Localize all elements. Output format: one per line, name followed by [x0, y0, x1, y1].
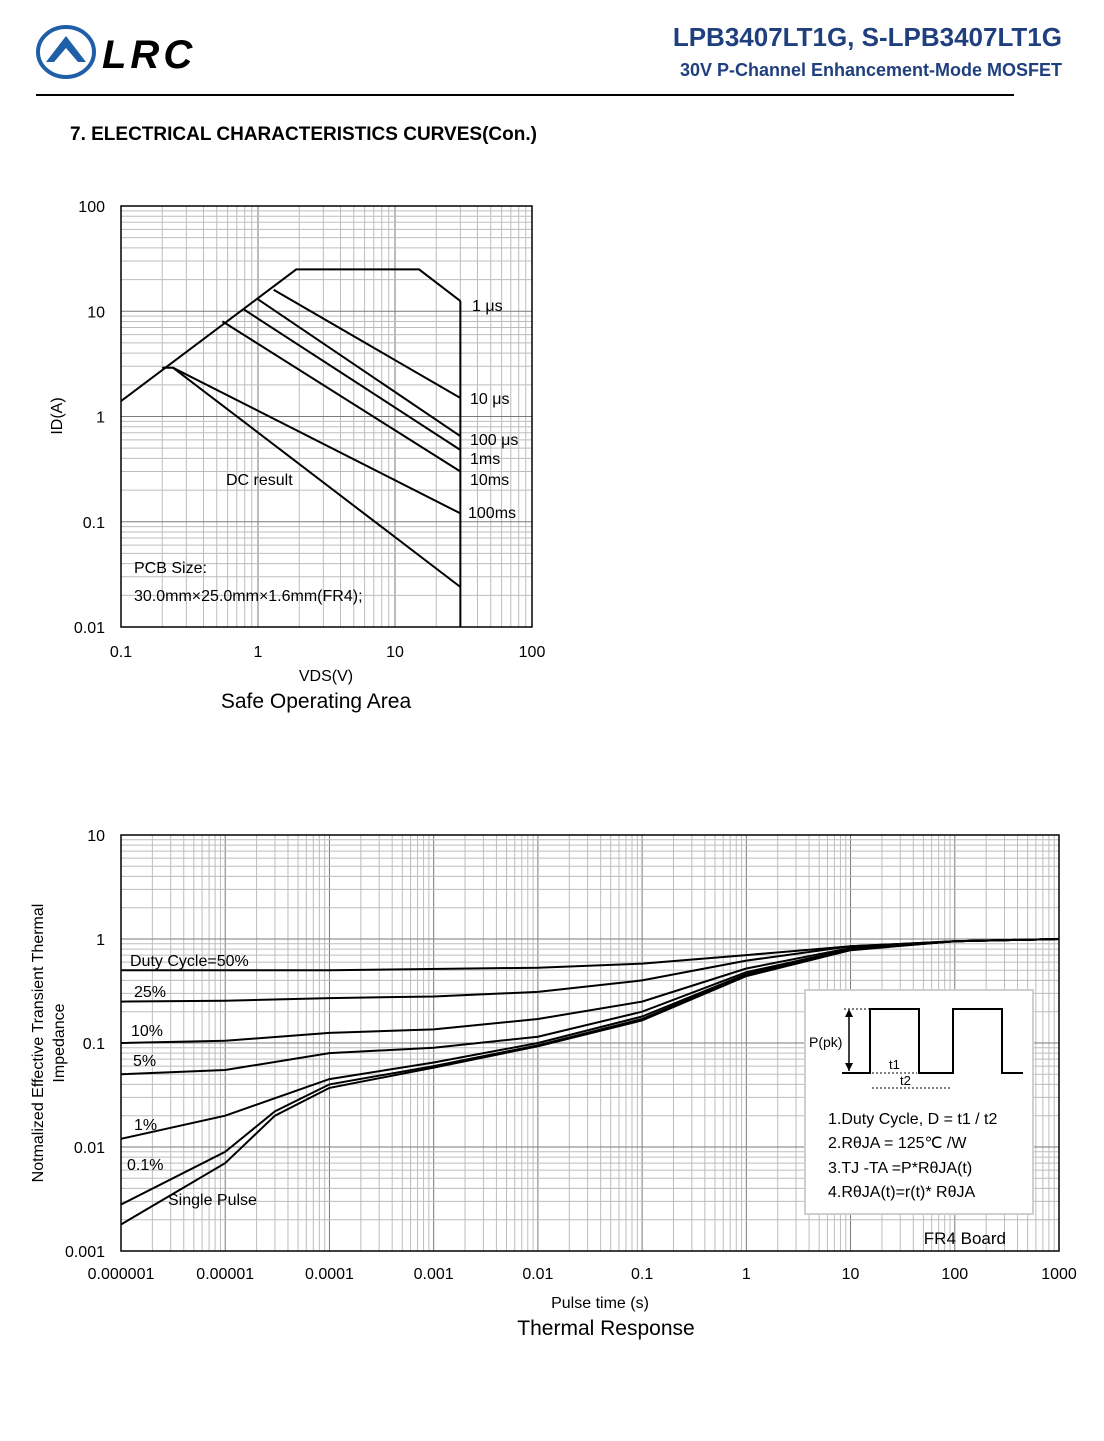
soa-series-label-5: 100ms: [468, 505, 516, 522]
pulse-waveform: [842, 1008, 1023, 1074]
legend-note-2: 2.RθJA = 125℃ /W: [828, 1135, 967, 1152]
soa-y-tick-label: 100: [78, 199, 105, 216]
fr4-board-label: FR4 Board: [924, 1229, 1006, 1248]
header-divider: [36, 94, 1014, 96]
soa-x-tick-label: 0.1: [110, 644, 132, 661]
soa-x-axis-label: VDS(V): [299, 668, 353, 685]
soa-series-label-3: 1ms: [470, 451, 500, 468]
thr-x-tick-label: 0.001: [414, 1266, 454, 1283]
thr-x-tick-label: 0.0001: [305, 1266, 354, 1283]
thr-series-line-6: [120, 938, 1060, 1226]
soa-series-line-3: [242, 308, 461, 451]
ppk-label: P(pk): [809, 1034, 842, 1050]
thr-x-tick-label: 100: [941, 1266, 968, 1283]
soa-x-tick-label: 100: [519, 644, 546, 661]
soa-series-line-2: [257, 298, 461, 438]
thr-chart-title: Thermal Response: [517, 1317, 694, 1340]
thr-y-axis-label-line2: Impedance: [51, 1003, 68, 1082]
legend-note-1: 1.Duty Cycle, D = t1 / t2: [828, 1111, 998, 1128]
soa-series-label-4: 10ms: [470, 472, 509, 489]
soa-series-label-2: 100 μs: [470, 432, 518, 449]
thr-series-label-0: Duty Cycle=50%: [130, 953, 249, 970]
legend-note-4: 4.RθJA(t)=r(t)* RθJA: [828, 1184, 975, 1201]
soa-series-line-6: [172, 367, 462, 588]
thr-x-tick-label: 0.000001: [88, 1266, 155, 1283]
soa-pcb-size-value: 30.0mm×25.0mm×1.6mm(FR4);: [134, 588, 363, 605]
thr-series-label-5: 0.1%: [127, 1157, 163, 1174]
soa-pcb-size-label: PCB Size:: [134, 560, 207, 577]
thr-x-tick-label: 10: [842, 1266, 860, 1283]
soa-dc-label: DC result: [226, 472, 293, 489]
soa-plot-frame: [120, 205, 533, 628]
soa-series-line-4: [221, 320, 461, 473]
thr-y-tick-label: 0.1: [83, 1036, 105, 1053]
thr-series-label-4: 1%: [134, 1117, 157, 1134]
soa-x-tick-label: 1: [254, 644, 263, 661]
thr-series-label-2: 10%: [131, 1023, 163, 1040]
thr-legend-box: P(pk) t1 t2 1.Duty Cycle, D = t1 / t2 2.…: [804, 989, 1034, 1215]
company-logo: LRC: [36, 24, 216, 80]
thr-x-axis-label: Pulse time (s): [551, 1295, 649, 1312]
part-description: 30V P-Channel Enhancement-Mode MOSFET: [679, 60, 1062, 80]
section-title: 7. ELECTRICAL CHARACTERISTICS CURVES(Con…: [70, 124, 537, 145]
soa-series-line-1: [273, 288, 461, 399]
soa-series-label-0: 1 μs: [472, 298, 503, 315]
thr-y-tick-label: 0.001: [65, 1244, 105, 1261]
part-number: LPB3407LT1G, S-LPB3407LT1G: [672, 22, 1062, 52]
thr-series-label-3: 5%: [133, 1053, 156, 1070]
soa-series-line-0: [120, 268, 462, 402]
soa-series-label-1: 10 μs: [470, 391, 509, 408]
soa-y-tick-label: 0.01: [74, 620, 105, 637]
soa-y-tick-label: 1: [96, 410, 105, 427]
soa-y-tick-label: 0.1: [83, 515, 105, 532]
thr-series-label-6: Single Pulse: [168, 1192, 257, 1209]
thr-y-axis-label-line1: Notmalized Effective Transient Thermal: [30, 904, 47, 1183]
thr-x-tick-label: 0.1: [631, 1266, 653, 1283]
t1-label: t1: [889, 1057, 900, 1072]
soa-chart-title: Safe Operating Area: [221, 690, 412, 713]
logo-text: LRC: [102, 33, 196, 77]
thr-y-tick-label: 10: [87, 828, 105, 845]
legend-note-3: 3.TJ -TA =P*RθJA(t): [828, 1160, 972, 1177]
t2-label: t2: [900, 1073, 911, 1088]
soa-y-axis-label: ID(A): [49, 397, 66, 434]
soa-x-tick-label: 10: [386, 644, 404, 661]
thr-x-tick-label: 1: [742, 1266, 751, 1283]
thr-y-tick-label: 1: [96, 932, 105, 949]
thr-series-label-1: 25%: [134, 984, 166, 1001]
thr-y-tick-label: 0.01: [74, 1140, 105, 1157]
soa-y-tick-label: 10: [87, 304, 105, 321]
thr-x-tick-label: 0.01: [522, 1266, 553, 1283]
safe-operating-area-chart: 0.1 1 10 100 100 10 1 0.1 0.01 1 μs 10 μs 100 μs 1ms…: [49, 199, 546, 713]
thr-x-tick-label: 1000: [1041, 1266, 1077, 1283]
thr-x-tick-label: 0.00001: [196, 1266, 254, 1283]
